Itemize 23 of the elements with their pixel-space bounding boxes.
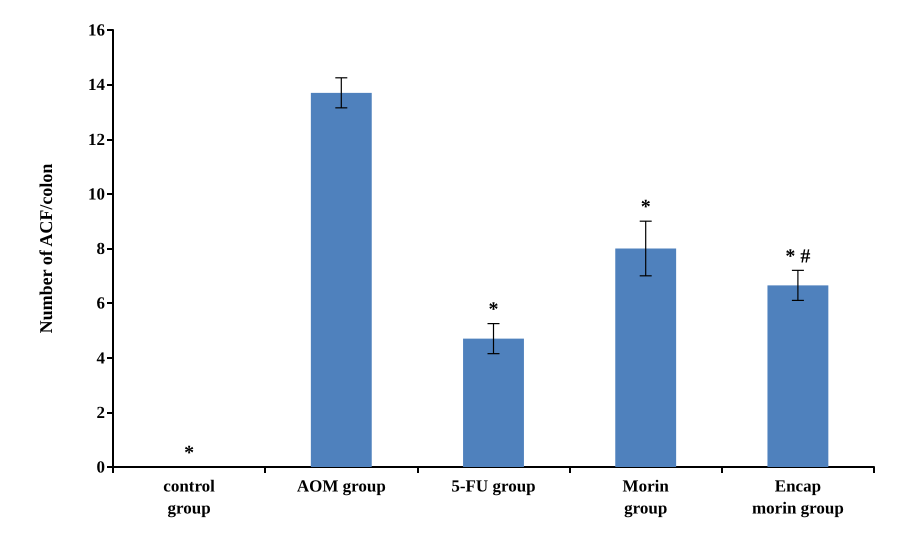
bar: [310, 92, 372, 467]
y-tick-label: 8: [96, 239, 105, 258]
bar: [463, 338, 524, 467]
data-label: *: [640, 196, 651, 218]
data-label: *: [184, 442, 194, 464]
data-label: *: [488, 298, 498, 321]
y-tick-label: 2: [96, 402, 105, 422]
x-tick-label: 5-FU group: [451, 476, 536, 496]
x-tick-label: Morin group: [622, 476, 670, 518]
y-tick-label: 14: [88, 75, 106, 94]
y-tick-label: 4: [96, 348, 106, 368]
y-tick-label: 10: [88, 184, 105, 204]
y-axis-title: Number of ACF/colon: [36, 164, 56, 334]
y-tick-label: 16: [88, 20, 105, 40]
y-tick-label: 0: [96, 458, 105, 476]
x-tick-label: Encap morin group: [752, 476, 844, 518]
data-label: * #: [785, 245, 810, 268]
y-tick-label: 12: [88, 130, 105, 149]
x-tick-label: control group: [163, 476, 216, 518]
bar: [767, 285, 828, 467]
x-tick-label: AOM group: [296, 476, 386, 496]
bar: [615, 248, 676, 467]
y-tick-label: 6: [96, 294, 105, 313]
